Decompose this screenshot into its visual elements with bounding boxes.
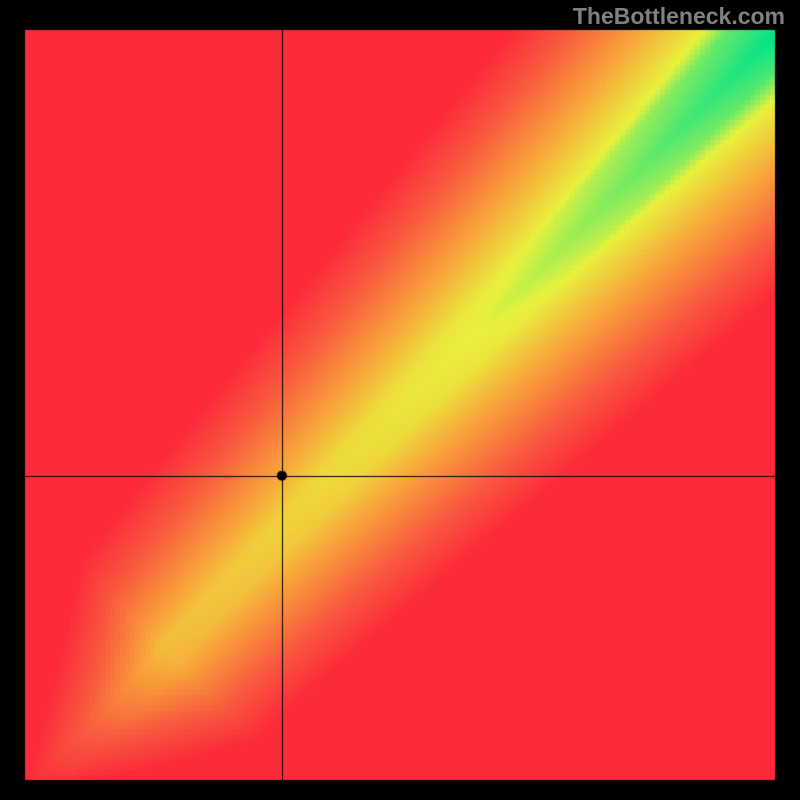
watermark-text: TheBottleneck.com — [573, 3, 785, 30]
bottleneck-heatmap — [0, 0, 800, 800]
chart-container: { "watermark": { "text": "TheBottleneck.… — [0, 0, 800, 800]
